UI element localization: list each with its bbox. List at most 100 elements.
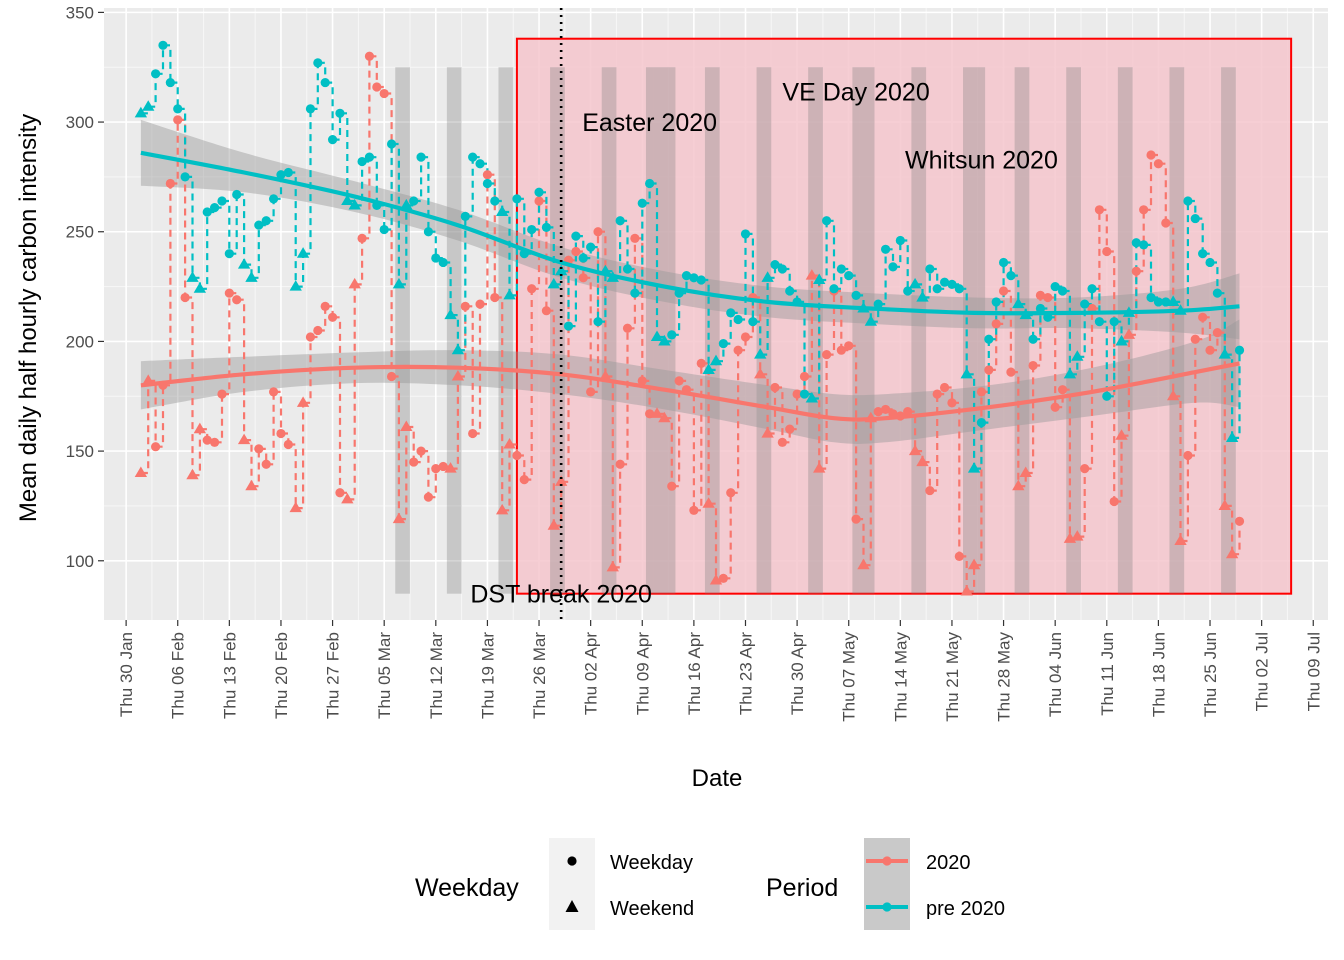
weekend-point [495,205,509,217]
weekday-point [254,444,264,454]
weekday-point [512,450,522,461]
weekday-point [313,58,323,68]
weekend-point [754,367,767,379]
weekday-point [1161,218,1171,228]
weekday-point [1205,257,1215,268]
weekday-point [571,246,581,257]
weekday-point [1035,290,1046,300]
x-tick-label: Thu 11 Jun [1098,632,1117,716]
weekday-point [586,242,596,252]
weekend-point [237,258,251,269]
weekday-point [1190,334,1200,344]
weekday-point [327,312,338,322]
legend-label-weekend: Weekend [610,898,694,920]
weekday-point [327,135,338,145]
weekday-point [335,488,345,498]
weekday-point [622,264,633,274]
weekend-point [554,264,568,276]
smooth-band-2020 [140,319,1240,444]
weekday-point [954,551,964,561]
weekday-point [416,152,426,162]
weekday-point [991,319,1001,329]
weekend-point [392,277,406,289]
weekday-point [1050,402,1060,412]
x-tick-label: Thu 16 Apr [685,632,704,716]
weekday-point [1028,360,1038,371]
weekend-point [451,370,465,381]
weekday-point [1057,286,1068,296]
weekday-point [335,108,345,118]
x-tick-label: Thu 06 Feb [169,632,188,719]
weekend-point [503,288,516,300]
x-tick-label: Thu 30 Apr [788,632,807,716]
weekday-point [1028,334,1038,344]
weekday-point [1080,464,1090,474]
weekend-point [400,198,413,210]
weekday-point [925,264,935,274]
weekday-point [1234,516,1245,526]
weekday-point [696,275,706,285]
weekend-point [1174,534,1187,546]
legend-label-period: 2020 [926,852,971,874]
weekday-point [637,198,647,208]
weekday-point [740,229,751,239]
weekday-point [1109,317,1119,327]
weekday-point [777,437,787,447]
weekend-point [960,367,973,379]
weekday-point [158,40,168,50]
weekday-point [873,407,883,417]
weekend-point [916,291,929,302]
weekday-point [726,308,736,318]
weekday-point [217,196,227,206]
x-tick-label: Thu 23 Apr [736,632,755,716]
weekend-point [702,363,715,374]
weekday-point [836,264,846,274]
weekend-point [451,343,465,355]
weekday-point [151,442,161,452]
weekday-point [438,461,448,472]
weekday-point [423,492,434,502]
weekday-point [490,196,500,206]
weekday-point [372,82,382,92]
weekday-point [888,262,898,272]
weekend-point [650,407,664,418]
weekend-shade [1066,67,1081,594]
x-tick-label: Thu 02 Apr [582,632,601,716]
weekend-point [1012,479,1025,491]
weekday-point [637,376,647,386]
weekend-point [245,271,258,282]
weekday-point [1146,150,1156,160]
weekday-point [438,257,448,268]
weekday-point [954,284,964,294]
weekday-point [1094,317,1105,327]
weekday-point [932,389,942,399]
data-points [134,40,1245,596]
weekday-point [1198,312,1208,322]
smooth-band-pre-2020 [140,119,1240,340]
annotation-label: Whitsun 2020 [905,146,1058,174]
weekend-point [908,277,922,289]
x-tick-label: Thu 26 Mar [530,632,549,719]
annotation-label: VE Day 2020 [782,78,929,106]
weekday-point [777,264,787,274]
weekday-point [202,207,212,217]
weekday-point [386,371,397,382]
legend: Weekday Weekday Weekend Period 2020 pre 2020 [415,838,1005,930]
weekday-point [423,227,434,237]
weekend-point [348,198,361,210]
weekday-point [261,459,271,469]
weekday-point [748,317,758,327]
weekend-point [1218,348,1231,359]
weekend-point [1122,328,1136,339]
y-axis-title: Mean daily half hourly carbon intensity [15,114,42,522]
holiday-shade [977,67,986,594]
weekday-point [667,330,677,340]
weekday-point [151,69,161,79]
weekday-point [851,514,861,524]
weekday-point [519,475,529,485]
weekend-point [547,277,560,289]
weekday-point [939,382,950,393]
weekday-point [696,358,706,368]
weekday-point [313,325,323,336]
